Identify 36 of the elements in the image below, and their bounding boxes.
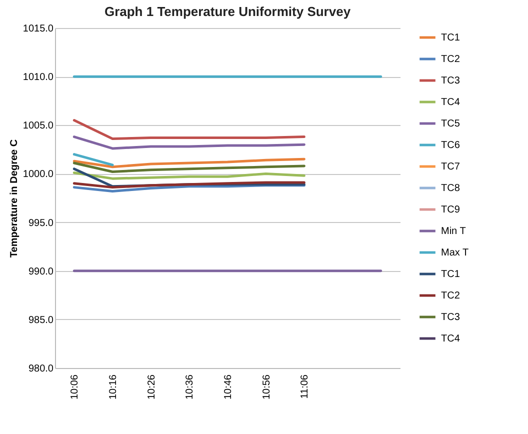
y-axis-title: Temperature in Degree C (8, 139, 20, 258)
legend-label: TC1 (441, 32, 460, 44)
x-tick-label: 10:36 (184, 374, 196, 400)
legend-label: TC1 (441, 269, 460, 280)
line-series (72, 136, 306, 150)
legend-label: TC3 (441, 76, 460, 86)
legend-label: TC7 (441, 162, 460, 172)
chart-title: Graph 1 Temperature Uniformity Survey (104, 4, 352, 19)
legend-label: TC9 (441, 204, 460, 216)
legend-label: TC2 (441, 290, 460, 302)
y-tick-label: 1010.0 (22, 72, 54, 84)
x-tick-label: 11:06 (300, 374, 311, 399)
legend-label: TC5 (441, 118, 460, 130)
y-tick-label: 980.0 (28, 364, 54, 374)
y-tick-label: 1015.0 (22, 24, 54, 34)
y-tick-label: 1000.0 (22, 169, 54, 180)
line-series (72, 158, 306, 168)
legend-label: TC4 (441, 97, 460, 108)
x-tick-label: 10:16 (108, 374, 119, 400)
legend-label: TC6 (441, 140, 460, 151)
y-tick-label: 990.0 (28, 266, 54, 278)
y-tick-label: 995.0 (28, 218, 54, 229)
x-tick-label: 10:26 (146, 374, 158, 400)
legend-label: TC2 (441, 54, 460, 65)
legend-label: Min T (441, 226, 466, 237)
line-series (72, 119, 306, 140)
y-tick-label: 985.0 (28, 314, 54, 326)
legend-label: Max T (441, 248, 469, 258)
legend-label: TC4 (441, 334, 460, 344)
y-tick-label: 1005.0 (22, 120, 54, 132)
legend-label: TC3 (441, 312, 460, 323)
line-series (72, 162, 306, 174)
x-tick-label: 10:56 (261, 374, 272, 400)
legend-label: TC8 (441, 183, 460, 194)
x-tick-label: 10:46 (223, 374, 234, 400)
x-tick-label: 10:06 (70, 374, 81, 400)
